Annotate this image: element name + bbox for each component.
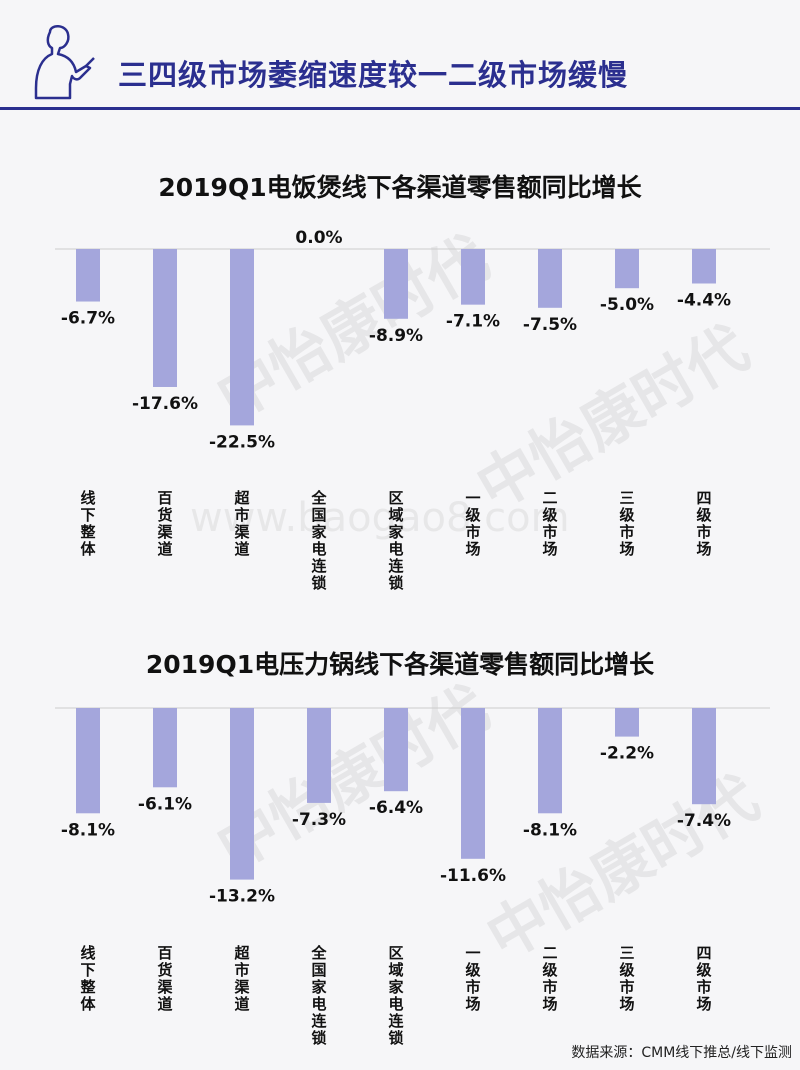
chart1-value-label-0: -6.7% bbox=[61, 309, 115, 329]
chart1-category-label-8: 四级市场 bbox=[696, 489, 712, 558]
chart1-bar-2 bbox=[230, 249, 254, 426]
chart2-value-label-3: -7.3% bbox=[292, 810, 346, 830]
chart2-bar-chart: -8.1% 线下整体 -6.1% 百货渠道 -13.2% 超市渠道 -7.3% 全国家电连锁 -… bbox=[55, 707, 770, 1047]
chart1-category-label-2: 超市渠道 bbox=[233, 489, 250, 558]
chart2-bar-2 bbox=[230, 708, 254, 880]
chart2-value-label-1: -6.1% bbox=[138, 794, 192, 814]
chart2-category-label-0: 线下整体 bbox=[80, 944, 96, 1013]
chart1-category-label-7: 三级市场 bbox=[619, 489, 635, 558]
chart1-category-label-0: 线下整体 bbox=[80, 489, 96, 558]
chart2-value-label-6: -8.1% bbox=[523, 820, 577, 840]
chart1-title: 2019Q1电饭煲线下各渠道零售额同比增长 bbox=[158, 173, 642, 202]
chart2-bar-7 bbox=[615, 708, 639, 737]
chart1-category-label-5: 一级市场 bbox=[465, 489, 481, 558]
chart2-category-label-5: 一级市场 bbox=[465, 944, 481, 1013]
chart2-value-label-0: -8.1% bbox=[61, 820, 115, 840]
chart2-bar-4 bbox=[384, 708, 408, 792]
chart1-category-label-6: 二级市场 bbox=[542, 489, 558, 558]
chart2-category-label-4: 区域家电连锁 bbox=[388, 944, 404, 1047]
chart2-bar-3 bbox=[307, 708, 331, 803]
chart1-bar-1 bbox=[153, 249, 177, 387]
chart1-bar-5 bbox=[461, 249, 485, 305]
chart1-bar-7 bbox=[615, 249, 639, 289]
data-source-note: 数据来源：CMM线下推总/线下监测 bbox=[571, 1045, 792, 1061]
chart2-category-label-6: 二级市场 bbox=[542, 944, 558, 1013]
chart1-bar-6 bbox=[538, 249, 562, 308]
chart1-value-label-1: -17.6% bbox=[132, 394, 198, 414]
chart2-category-label-7: 三级市场 bbox=[619, 944, 635, 1013]
chart1-bar-4 bbox=[384, 249, 408, 319]
chart2-category-label-3: 全国家电连锁 bbox=[310, 944, 327, 1047]
chart2-category-label-2: 超市渠道 bbox=[233, 944, 250, 1013]
chart1-category-label-4: 区域家电连锁 bbox=[388, 489, 404, 592]
chart1-value-label-6: -7.5% bbox=[523, 315, 577, 335]
chart1-bar-8 bbox=[692, 249, 716, 284]
chart2-value-label-7: -2.2% bbox=[600, 744, 654, 764]
chart2-category-label-1: 百货渠道 bbox=[157, 944, 172, 1013]
chart2-bar-6 bbox=[538, 708, 562, 814]
chart1-value-label-2: -22.5% bbox=[209, 432, 275, 452]
chart1-value-label-5: -7.1% bbox=[446, 312, 500, 332]
page-title: 三四级市场萎缩速度较一二级市场缓慢 bbox=[118, 58, 629, 92]
thinking-person-icon bbox=[34, 25, 95, 100]
chart1-category-label-3: 全国家电连锁 bbox=[310, 489, 327, 592]
chart2-bar-8 bbox=[692, 708, 716, 805]
page-header: 三四级市场萎缩速度较一二级市场缓慢 bbox=[0, 0, 800, 110]
chart1-value-label-3: 0.0% bbox=[295, 228, 342, 248]
chart2-title: 2019Q1电压力锅线下各渠道零售额同比增长 bbox=[145, 650, 655, 679]
chart1-value-label-7: -5.0% bbox=[600, 295, 654, 315]
chart2-bar-1 bbox=[153, 708, 177, 788]
chart2-bar-5 bbox=[461, 708, 485, 859]
chart1-category-label-1: 百货渠道 bbox=[157, 489, 172, 558]
chart2-value-label-8: -7.4% bbox=[677, 811, 731, 831]
chart2-value-label-5: -11.6% bbox=[440, 866, 506, 886]
chart2-category-label-8: 四级市场 bbox=[696, 944, 712, 1013]
chart1-bar-chart: -6.7% 线下整体 -17.6% 百货渠道 -22.5% 超市渠道 0.0% 全国家电连锁 -… bbox=[55, 228, 770, 592]
chart2-bar-0 bbox=[76, 708, 100, 814]
chart2-value-label-2: -13.2% bbox=[209, 887, 275, 907]
chart1-value-label-4: -8.9% bbox=[369, 326, 423, 346]
chart2-value-label-4: -6.4% bbox=[369, 798, 423, 818]
chart1-value-label-8: -4.4% bbox=[677, 290, 731, 310]
header-divider bbox=[0, 107, 800, 110]
chart1-bar-0 bbox=[76, 249, 100, 302]
